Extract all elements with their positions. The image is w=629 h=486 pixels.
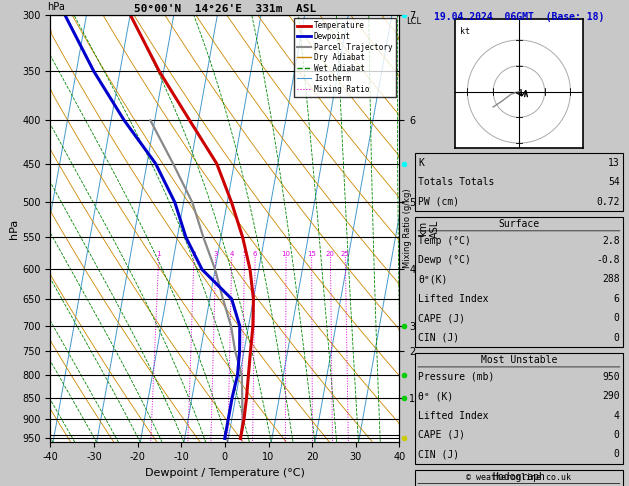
Text: Lifted Index: Lifted Index [418, 411, 489, 420]
Text: Pressure (mb): Pressure (mb) [418, 372, 494, 382]
Text: Dewp (°C): Dewp (°C) [418, 255, 471, 265]
Text: 0: 0 [614, 430, 620, 440]
Text: Temp (°C): Temp (°C) [418, 236, 471, 245]
Text: θᵉ (K): θᵉ (K) [418, 391, 454, 401]
Text: Surface: Surface [498, 219, 540, 229]
Text: PW (cm): PW (cm) [418, 197, 459, 207]
Text: CAPE (J): CAPE (J) [418, 313, 465, 323]
Text: Most Unstable: Most Unstable [481, 355, 557, 365]
Text: 5: 5 [242, 251, 247, 257]
Text: hPa: hPa [47, 2, 65, 12]
Legend: Temperature, Dewpoint, Parcel Trajectory, Dry Adiabat, Wet Adiabat, Isotherm, Mi: Temperature, Dewpoint, Parcel Trajectory… [294, 18, 396, 97]
X-axis label: Dewpoint / Temperature (°C): Dewpoint / Temperature (°C) [145, 468, 305, 478]
Text: 0: 0 [614, 333, 620, 343]
Y-axis label: km
ASL: km ASL [418, 219, 440, 238]
Text: 290: 290 [602, 391, 620, 401]
Title: 50°00'N  14°26'E  331m  ASL: 50°00'N 14°26'E 331m ASL [134, 4, 316, 14]
Text: Lifted Index: Lifted Index [418, 294, 489, 304]
Text: 10: 10 [282, 251, 291, 257]
Text: Hodograph: Hodograph [493, 472, 545, 482]
Text: 54: 54 [608, 177, 620, 187]
Text: Mixing Ratio (g/kg): Mixing Ratio (g/kg) [403, 189, 411, 268]
Text: θᵉ(K): θᵉ(K) [418, 275, 448, 284]
Text: 288: 288 [602, 275, 620, 284]
Text: 2.8: 2.8 [602, 236, 620, 245]
Text: K: K [418, 158, 424, 168]
Text: 4: 4 [230, 251, 234, 257]
Text: 6: 6 [614, 294, 620, 304]
Text: 0: 0 [614, 450, 620, 459]
Text: -0.8: -0.8 [596, 255, 620, 265]
Text: CAPE (J): CAPE (J) [418, 430, 465, 440]
Text: kt: kt [460, 27, 470, 36]
Text: 19.04.2024  06GMT  (Base: 18): 19.04.2024 06GMT (Base: 18) [434, 12, 604, 22]
Text: © weatheronline.co.uk: © weatheronline.co.uk [467, 473, 571, 482]
Text: 20: 20 [326, 251, 335, 257]
Text: LCL: LCL [406, 17, 421, 26]
Text: 4: 4 [614, 411, 620, 420]
Text: 0.72: 0.72 [596, 197, 620, 207]
Text: Totals Totals: Totals Totals [418, 177, 494, 187]
Text: 25: 25 [341, 251, 350, 257]
Text: 2: 2 [192, 251, 196, 257]
Text: 6: 6 [253, 251, 257, 257]
Text: 0: 0 [614, 313, 620, 323]
Text: 13: 13 [608, 158, 620, 168]
Text: CIN (J): CIN (J) [418, 333, 459, 343]
Text: 950: 950 [602, 372, 620, 382]
Text: 1: 1 [157, 251, 161, 257]
Text: CIN (J): CIN (J) [418, 450, 459, 459]
Y-axis label: hPa: hPa [9, 218, 19, 239]
Text: 15: 15 [307, 251, 316, 257]
Text: 3: 3 [213, 251, 218, 257]
